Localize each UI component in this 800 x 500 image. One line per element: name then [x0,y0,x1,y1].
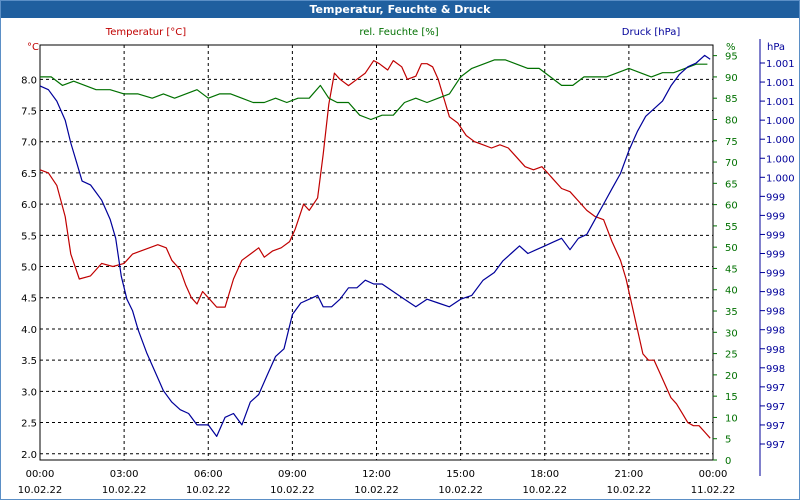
temperature-tick-label: 2.5 [21,419,37,430]
pressure-tick-label: 998 [766,345,785,356]
temperature-tick-label: 6.5 [21,169,37,180]
x-tick-date: 10.02.22 [607,485,652,496]
pressure-tick-label: 998 [766,364,785,375]
humidity-tick-label: 55 [725,222,738,233]
humidity-tick-label: 35 [725,307,738,318]
pressure-tick-label: 1.000 [766,173,795,184]
series-line-humidity [40,59,708,121]
temperature-tick-label: 3.0 [21,387,37,398]
plot-area-border [39,44,714,461]
humidity-tick-label: 30 [725,328,738,339]
humidity-tick-label: 45 [725,264,738,275]
temperature-tick-label: 6.0 [21,200,37,211]
humidity-tick-label: 80 [725,115,738,126]
x-tick-time: 18:00 [530,469,559,480]
pressure-tick-label: 999 [766,250,785,261]
pressure-tick-label: 997 [766,383,785,394]
pressure-tick-label: 1.000 [766,154,795,165]
temperature-tick-label: 2.0 [21,450,37,461]
x-tick-date: 10.02.22 [438,485,483,496]
pressure-tick-label: 1.000 [766,135,795,146]
pressure-tick-label: 998 [766,326,785,337]
pressure-tick-label: 998 [766,307,785,318]
x-tick-time: 00:00 [699,469,728,480]
temperature-unit: °C [27,42,39,53]
series-line-temperature [39,59,711,439]
temperature-tick-label: 4.0 [21,325,37,336]
x-tick-time: 15:00 [446,469,475,480]
x-tick-time: 09:00 [278,469,307,480]
temperature-tick-label: 3.5 [21,356,37,367]
pressure-tick-label: 1.001 [766,59,795,70]
temperature-axis-title: Temperatur [°C] [105,27,186,38]
pressure-tick-label: 997 [766,421,785,432]
pressure-tick-label: 999 [766,211,785,222]
grid-lines [40,45,713,460]
axes: 2.0 2.5 3.0 3.5 4.0 4.5 5.0 5.5 6.0 6.5 7.0 7.5 8.0 0… [18,39,795,496]
humidity-tick-label: 65 [725,179,738,190]
pressure-tick-label: 998 [766,288,785,299]
humidity-tick-label: 20 [725,371,738,382]
x-tick-date: 10.02.22 [186,485,231,496]
pressure-axis-title: Druck [hPa] [622,27,681,38]
humidity-tick-label: 50 [725,243,738,254]
x-tick-date: 10.02.22 [18,485,63,496]
temperature-tick-label: 7.0 [21,138,37,149]
humidity-tick-label: 60 [725,201,738,212]
x-tick-date: 10.02.22 [102,485,147,496]
pressure-tick-label: 997 [766,440,785,451]
pressure-tick-label: 999 [766,230,785,241]
x-tick-time: 00:00 [26,469,55,480]
humidity-tick-label: 85 [725,94,738,105]
temperature-tick-label: 4.5 [21,294,37,305]
x-tick-date: 10.02.22 [522,485,567,496]
x-tick-time: 03:00 [110,469,139,480]
humidity-tick-label: 40 [725,286,738,297]
axis-titles: °C Temperatur [°C]% rel. Feuchte [%] hPa Dru… [27,27,785,53]
x-tick-date: 10.02.22 [354,485,399,496]
x-tick-date: 10.02.22 [270,485,315,496]
x-tick-time: 12:00 [362,469,391,480]
temperature-tick-label: 8.0 [21,75,37,86]
pressure-tick-label: 999 [766,192,785,203]
temperature-tick-label: 7.5 [21,107,37,118]
humidity-tick-label: 0 [725,456,731,467]
humidity-tick-label: 25 [725,350,738,361]
chart-title: Temperatur, Feuchte & Druck [1,1,799,18]
pressure-tick-label: 1.001 [766,78,795,89]
humidity-tick-label: 95 [725,52,738,63]
humidity-tick-label: 90 [725,73,738,84]
humidity-tick-label: 15 [725,392,738,403]
pressure-unit: hPa [767,42,785,53]
humidity-tick-label: 5 [725,435,731,446]
temperature-tick-label: 5.0 [21,263,37,274]
series-line-pressure [39,54,711,437]
humidity-tick-label: 70 [725,158,738,169]
pressure-tick-label: 1.001 [766,97,795,108]
chart-canvas: 2.0 2.5 3.0 3.5 4.0 4.5 5.0 5.5 6.0 6.5 7.0 7.5 8.0 0… [18,27,795,496]
pressure-tick-label: 997 [766,402,785,413]
series-layer [39,54,711,439]
x-tick-date: 11.02.22 [691,485,736,496]
humidity-axis-title: rel. Feuchte [%] [359,27,438,38]
humidity-tick-label: 10 [725,413,738,424]
x-tick-time: 06:00 [194,469,223,480]
x-tick-time: 21:00 [614,469,643,480]
pressure-tick-label: 999 [766,269,785,280]
humidity-tick-label: 75 [725,137,738,148]
pressure-tick-label: 1.000 [766,116,795,127]
humidity-unit: % [726,42,736,53]
temperature-tick-label: 5.5 [21,231,37,242]
